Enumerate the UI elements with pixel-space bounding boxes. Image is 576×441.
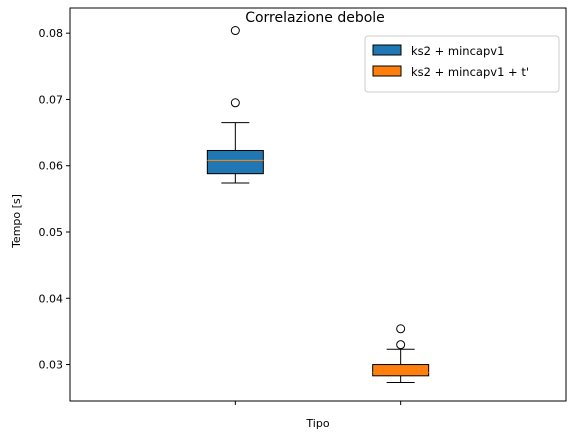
x-axis-label: Tipo [305, 417, 329, 430]
box-0 [206, 149, 264, 175]
box-1 [372, 364, 430, 377]
outlier-0-0 [230, 98, 240, 108]
outlier-1-0 [396, 340, 406, 350]
legend-swatch-1 [372, 65, 402, 77]
legend: ks2 + mincapv1 ks2 + mincapv1 + t' [364, 35, 560, 93]
y-tick-label-1: 0.04 [39, 292, 64, 305]
y-tick-label-3: 0.06 [39, 160, 64, 173]
legend-swatch-0 [372, 44, 402, 56]
outlier-0-1 [230, 26, 240, 36]
chart-title: Correlazione debole [245, 10, 385, 26]
outlier-1-1 [396, 324, 406, 334]
y-tick-label-2: 0.05 [39, 226, 64, 239]
legend-box [364, 35, 560, 93]
y-tick-label-4: 0.07 [39, 93, 64, 106]
y-tick-label-0: 0.03 [39, 359, 64, 372]
plot-area: 0.03 0.04 0.05 0.06 0.07 0.08 [39, 26, 430, 405]
y-axis-label: Tempo [s] [10, 194, 23, 249]
y-tick-label-5: 0.08 [39, 27, 64, 40]
plot-frame [69, 7, 567, 402]
legend-label-1: ks2 + mincapv1 + t' [411, 65, 529, 79]
legend-label-0: ks2 + mincapv1 [411, 44, 504, 58]
